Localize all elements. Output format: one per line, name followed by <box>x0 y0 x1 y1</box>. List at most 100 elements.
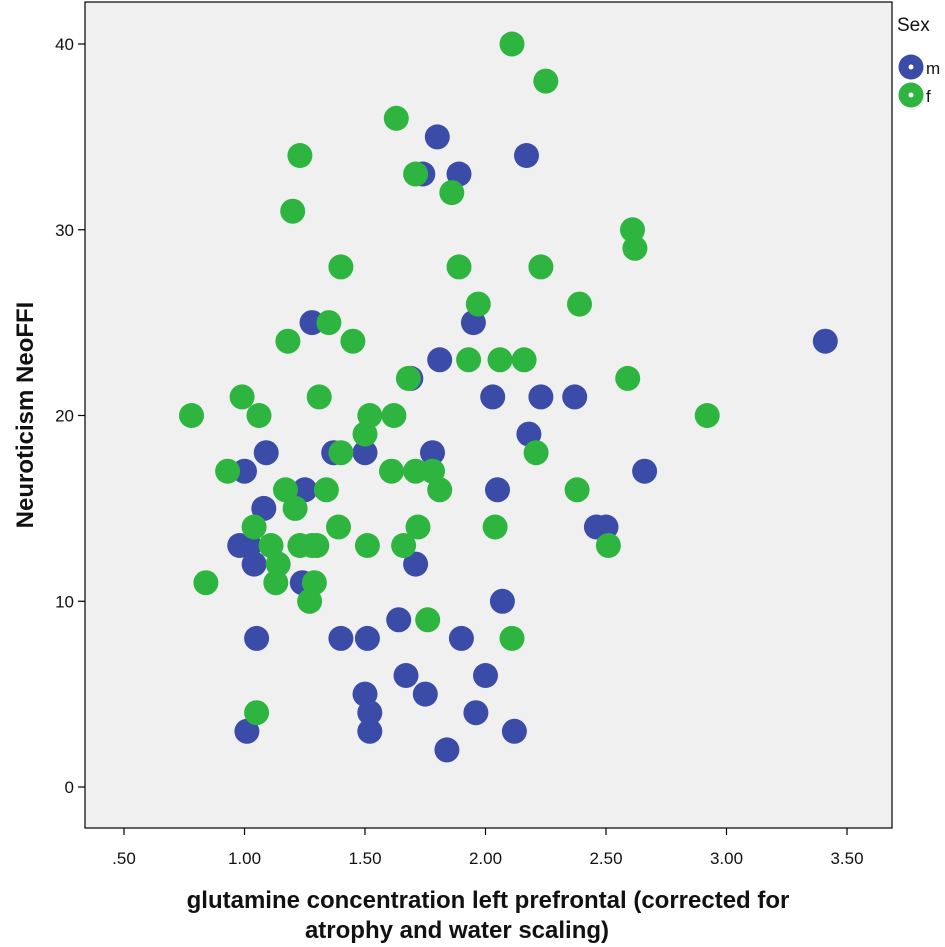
data-point-f <box>379 458 404 484</box>
data-point-f <box>595 533 621 558</box>
data-point-f <box>499 31 525 57</box>
data-point-f <box>275 328 301 354</box>
data-point-f <box>229 384 255 410</box>
y-tick-label: 10 <box>55 592 74 611</box>
data-point-f <box>487 347 513 373</box>
data-point-f <box>391 533 417 558</box>
data-point-m <box>632 458 658 484</box>
data-point-m <box>501 718 527 744</box>
x-tick-label: 1.00 <box>228 849 261 868</box>
data-point-m <box>403 551 429 577</box>
data-point-f <box>265 551 291 577</box>
data-point-f <box>316 310 342 336</box>
data-point-f <box>482 514 508 540</box>
data-point-f <box>273 477 298 503</box>
data-point-f <box>328 440 354 466</box>
data-point-f <box>354 533 380 558</box>
data-point-f <box>499 625 525 651</box>
data-point-m <box>448 625 474 651</box>
data-point-f <box>241 514 267 540</box>
data-point-m <box>593 514 619 540</box>
data-point-f <box>381 403 407 428</box>
data-point-m <box>412 681 438 707</box>
data-point-m <box>463 700 489 726</box>
data-point-f <box>193 570 219 596</box>
data-point-f <box>340 328 366 354</box>
x-tick-label: 2.50 <box>589 849 622 868</box>
data-point-f <box>511 347 537 373</box>
y-tick-label: 0 <box>65 778 74 797</box>
data-point-f <box>306 384 332 410</box>
data-point-f <box>405 514 431 540</box>
data-point-f <box>533 68 559 94</box>
data-point-f <box>287 143 313 168</box>
legend-marker-dot <box>908 92 914 98</box>
data-point-f <box>465 291 491 317</box>
data-point-f <box>383 105 409 131</box>
data-point-f <box>567 291 592 317</box>
data-point-m <box>485 477 510 503</box>
legend: Sex mf <box>897 15 940 108</box>
data-point-f <box>427 477 453 503</box>
x-tick-label: .50 <box>112 849 136 868</box>
data-point-m <box>241 551 267 577</box>
data-point-f <box>528 254 554 280</box>
y-tick-label: 20 <box>55 407 74 426</box>
axis-ticks: 0 10 20 30 40 .50 1.00 1.50 2.00 2.50 3.00 3.50 <box>55 35 863 868</box>
data-point-f <box>456 347 482 373</box>
legend-marker-dot <box>908 64 914 70</box>
data-point-f <box>622 235 648 261</box>
data-point-m <box>253 440 279 466</box>
data-point-m <box>514 143 539 168</box>
data-point-m <box>354 625 380 651</box>
data-point-m <box>352 440 378 466</box>
data-point-m <box>386 607 412 633</box>
data-point-m <box>292 477 318 503</box>
data-point-f <box>615 365 641 391</box>
data-point-f <box>395 365 421 391</box>
y-axis-title: Neuroticism NeoFFI <box>12 302 39 529</box>
data-points <box>179 31 838 763</box>
data-point-f <box>357 403 383 428</box>
data-point-f <box>523 440 549 466</box>
data-point-m <box>424 124 450 150</box>
data-point-f <box>564 477 590 503</box>
data-point-m <box>480 384 506 410</box>
data-point-f <box>282 495 308 521</box>
data-point-m <box>234 718 260 744</box>
legend-label-m: m <box>926 59 940 78</box>
data-point-m <box>357 718 383 744</box>
legend-title: Sex <box>897 15 930 36</box>
data-point-f <box>415 607 441 633</box>
x-tick-label: 1.50 <box>348 849 381 868</box>
data-point-m <box>562 384 588 410</box>
x-tick-label: 3.50 <box>830 849 863 868</box>
data-point-f <box>446 254 472 280</box>
data-point-m <box>357 700 383 726</box>
data-point-f <box>179 403 204 428</box>
data-point-f <box>280 198 306 224</box>
data-point-f <box>301 570 327 596</box>
data-point-f <box>439 180 465 206</box>
data-point-f <box>304 533 330 558</box>
data-point-m <box>528 384 554 410</box>
data-point-f <box>246 403 272 428</box>
data-point-f <box>694 403 720 428</box>
x-tick-label: 2.00 <box>469 849 502 868</box>
data-point-f <box>328 254 354 280</box>
data-point-m <box>427 347 453 373</box>
data-point-m <box>251 495 277 521</box>
data-point-f <box>403 161 429 187</box>
data-point-m <box>489 588 515 614</box>
data-point-f <box>326 514 351 540</box>
data-point-m <box>244 625 270 651</box>
data-point-m <box>393 663 419 688</box>
y-tick-label: 40 <box>55 35 74 54</box>
plot-area <box>84 1 893 829</box>
legend-label-f: f <box>926 87 931 106</box>
data-point-f <box>620 217 645 243</box>
x-tick-label: 3.00 <box>710 849 743 868</box>
data-point-m <box>328 625 354 651</box>
x-axis-title-line-2: atrophy and water scaling) <box>305 917 609 944</box>
